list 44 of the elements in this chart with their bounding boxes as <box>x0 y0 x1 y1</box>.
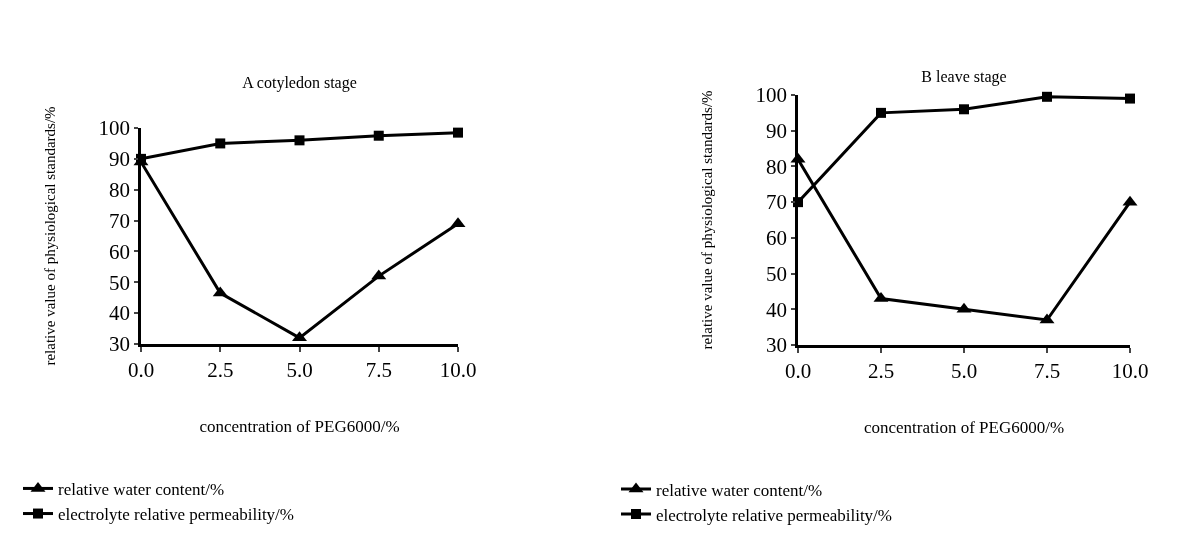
y-tick-label: 80 <box>766 154 788 179</box>
y-tick-label: 50 <box>766 261 788 286</box>
y-tick-label: 100 <box>755 83 788 108</box>
x-tick-label: 10.0 <box>1111 358 1149 383</box>
y-tick-label: 30 <box>766 333 788 358</box>
point <box>959 104 969 115</box>
y-tick-label: 40 <box>766 297 788 322</box>
point <box>215 138 226 149</box>
legend-label: electrolyte relative permeability/% <box>58 505 294 525</box>
legend-label: relative water content/% <box>58 480 225 500</box>
y-tick-label: 100 <box>98 116 131 141</box>
y-tick-label: 60 <box>109 239 131 264</box>
y-tick-label: 90 <box>109 147 131 172</box>
point <box>294 135 305 146</box>
x-tick-label: 7.5 <box>1033 358 1061 383</box>
legend-label: electrolyte relative permeability/% <box>656 505 892 525</box>
x-axis-title: concentration of PEG6000/% <box>199 417 400 437</box>
x-tick-label: 7.5 <box>365 357 392 382</box>
y-tick-label: 60 <box>766 226 788 251</box>
x-tick-label: 5.0 <box>286 357 313 382</box>
legend-label: relative water content/% <box>656 480 823 500</box>
y-tick-label: 50 <box>109 270 131 295</box>
point <box>1042 91 1052 102</box>
y-tick-label: 40 <box>109 301 131 326</box>
x-tick-label: 0.0 <box>784 358 812 383</box>
chart-title: B leave stage <box>921 67 1007 86</box>
x-tick-label: 2.5 <box>207 357 234 382</box>
x-tick-label: 2.5 <box>867 358 895 383</box>
point <box>1125 93 1135 104</box>
chart-title: A cotyledon stage <box>242 73 357 92</box>
x-axis-title: concentration of PEG6000/% <box>863 418 1065 438</box>
y-axis-title: relative value of physiological standards/% <box>41 106 58 366</box>
x-tick-label: 5.0 <box>950 358 978 383</box>
point <box>876 107 886 118</box>
y-tick-label: 90 <box>766 119 788 144</box>
x-tick-label: 0.0 <box>127 357 155 382</box>
y-tick-label: 30 <box>109 332 131 357</box>
y-tick-label: 80 <box>109 178 131 203</box>
point <box>373 130 384 141</box>
x-tick-label: 10.0 <box>439 357 477 382</box>
y-tick-label: 70 <box>766 190 788 215</box>
y-tick-label: 70 <box>109 208 131 233</box>
point <box>453 127 463 138</box>
y-axis-title: relative value of physiological standards/% <box>698 90 715 350</box>
